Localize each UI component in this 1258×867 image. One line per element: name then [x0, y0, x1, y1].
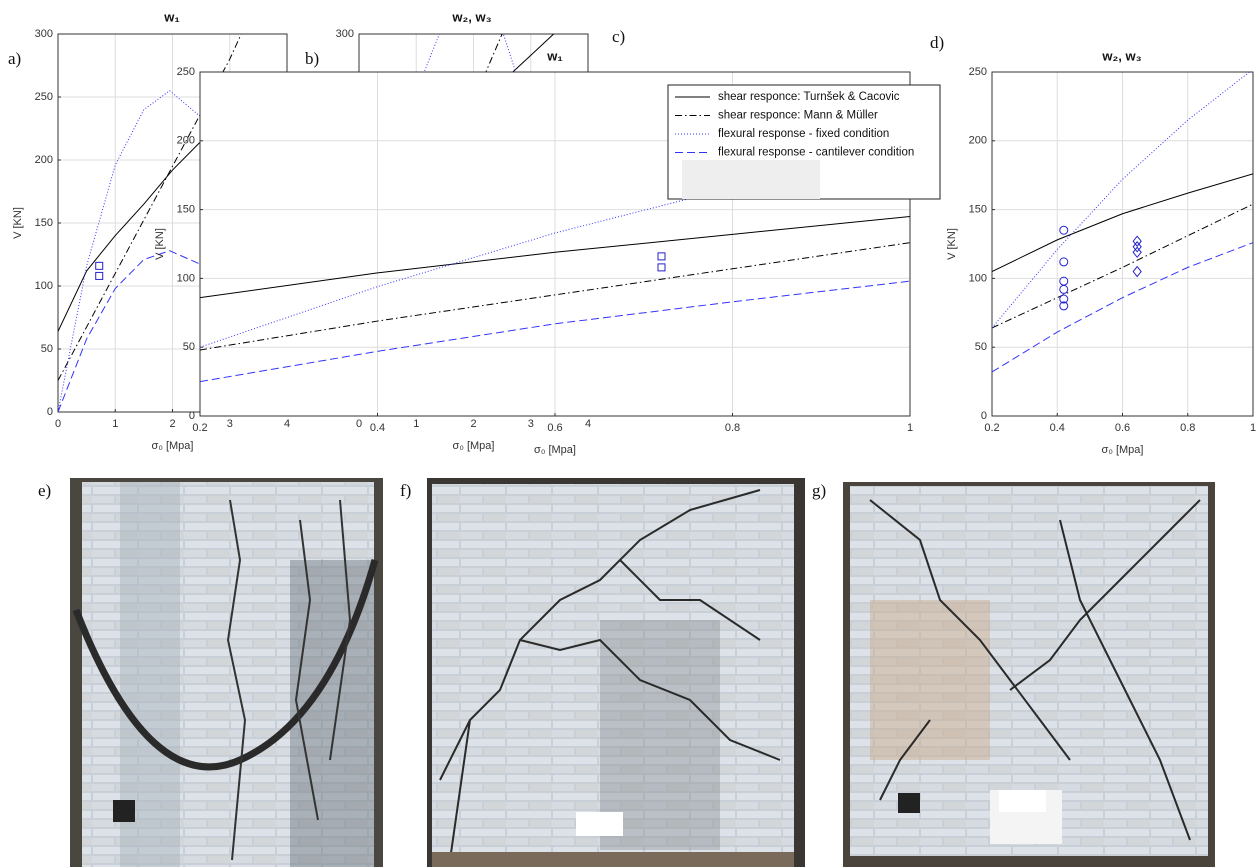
y-tick-label: 50: [183, 341, 195, 353]
x-tick-label: 1: [413, 418, 419, 430]
series-line: [992, 242, 1253, 373]
marker: [1132, 265, 1142, 278]
chart-title: w₂, w₃: [1101, 48, 1141, 63]
y-tick-label: 100: [35, 280, 53, 292]
panel-label: g): [812, 481, 826, 500]
panel-label: b): [305, 49, 319, 68]
x-tick-label: 0: [55, 418, 61, 430]
x-tick-label: 0: [356, 418, 362, 430]
marker: [1132, 240, 1142, 253]
photo-g: [843, 482, 1215, 867]
x-tick-label: 2: [169, 418, 175, 430]
marker: [1132, 235, 1142, 248]
x-tick-label: 1: [1250, 422, 1256, 434]
marker: [1059, 301, 1069, 311]
series-line: [200, 147, 910, 348]
marker: [657, 252, 666, 261]
y-tick-label: 200: [177, 135, 195, 147]
marker: [1059, 294, 1069, 304]
series-line: [200, 215, 910, 299]
x-tick-label: 0.6: [547, 422, 562, 434]
marker: [1059, 257, 1069, 267]
marker: [1059, 225, 1069, 235]
x-axis-label: σ₀ [Mpa]: [453, 440, 495, 452]
photo-e: [70, 478, 383, 867]
series-line: [58, 34, 242, 381]
legend-label: shear responce: Turnšek & Cacovic: [718, 91, 900, 103]
x-tick-label: 4: [585, 418, 591, 430]
y-tick-label: 300: [35, 28, 53, 40]
marker: [1059, 284, 1069, 294]
x-tick-label: 0.4: [370, 422, 385, 434]
x-tick-label: 0.2: [984, 422, 999, 434]
x-tick-label: 2: [470, 418, 476, 430]
series-line: [992, 173, 1253, 272]
legend-label: flexural response - cantilever condition: [718, 147, 914, 159]
y-tick-label: 150: [177, 204, 195, 216]
panel-label: a): [8, 49, 21, 68]
x-tick-label: 0.8: [1180, 422, 1195, 434]
x-tick-label: 3: [227, 418, 233, 430]
marker: [95, 261, 104, 270]
panel-label: e): [38, 481, 51, 500]
series-line: [992, 203, 1253, 329]
x-tick-label: 4: [284, 418, 290, 430]
chart-title: w₁: [546, 48, 563, 63]
x-axis-label: σ₀ [Mpa]: [1102, 444, 1144, 456]
y-axis-label: V [KN]: [12, 207, 24, 239]
marker: [657, 263, 666, 272]
legend-label: flexural response - fixed condition: [718, 128, 889, 140]
y-tick-label: 50: [41, 343, 53, 355]
y-tick-label: 0: [189, 410, 195, 422]
chart: 0.2 0.4 0.6 0.8 1 0 50 100 150 200 250 w₂, w₃ d) σ₀ […: [930, 33, 1256, 456]
y-tick-label: 300: [336, 28, 354, 40]
series-line: [200, 280, 910, 383]
x-tick-label: 3: [528, 418, 534, 430]
chart-title: w₂, w₃: [451, 9, 491, 24]
x-tick-label: 0.2: [192, 422, 207, 434]
axes-box: [991, 71, 1254, 417]
series-line: [200, 242, 910, 351]
y-tick-label: 200: [35, 154, 53, 166]
y-tick-label: 150: [35, 217, 53, 229]
x-tick-label: 1: [112, 418, 118, 430]
marker: [1132, 246, 1142, 259]
y-axis-label: V [KN]: [946, 228, 958, 260]
photo-f: [427, 478, 805, 867]
panel-label: c): [612, 27, 625, 46]
x-tick-label: 0.8: [725, 422, 740, 434]
y-tick-label: 50: [975, 341, 987, 353]
y-tick-label: 0: [981, 410, 987, 422]
y-tick-label: 250: [969, 66, 987, 78]
panel-label: d): [930, 33, 944, 52]
y-axis-label: V [KN]: [154, 228, 166, 260]
plot: [992, 72, 1253, 373]
chart: 0.2 0.4 0.6 0.8 1 0 50 100 150 200 250 w₁ c) σ₀ [Mpa]…: [154, 27, 941, 456]
y-tick-label: 200: [969, 135, 987, 147]
plot: [200, 147, 910, 383]
chart-title: w₁: [163, 9, 180, 24]
x-axis-label: σ₀ [Mpa]: [534, 444, 576, 456]
y-tick-label: 100: [969, 272, 987, 284]
axes-box: [199, 71, 911, 417]
y-tick-label: 250: [35, 91, 53, 103]
y-tick-label: 250: [177, 66, 195, 78]
legend-shade: [682, 160, 820, 199]
x-axis-label: σ₀ [Mpa]: [152, 440, 194, 452]
y-tick-label: 100: [177, 272, 195, 284]
x-tick-label: 1: [907, 422, 913, 434]
marker: [95, 271, 104, 280]
y-tick-label: 150: [969, 204, 987, 216]
legend-label: shear responce: Mann & Müller: [718, 110, 878, 122]
panel-label: f): [400, 481, 411, 500]
y-tick-label: 0: [47, 406, 53, 418]
x-tick-label: 0.4: [1050, 422, 1065, 434]
x-tick-label: 0.6: [1115, 422, 1130, 434]
